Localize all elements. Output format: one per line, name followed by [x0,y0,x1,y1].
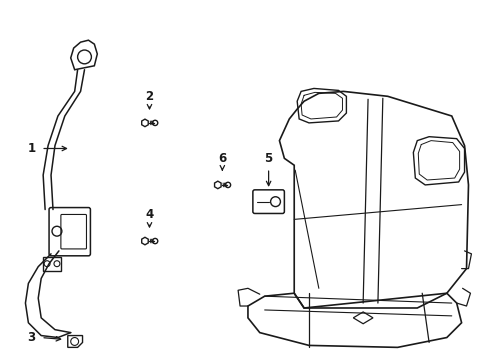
Text: 2: 2 [145,90,153,103]
Text: 4: 4 [145,208,153,221]
Text: 5: 5 [264,152,272,165]
Text: 3: 3 [27,331,35,344]
Text: 1: 1 [27,142,35,155]
Text: 6: 6 [218,152,226,165]
